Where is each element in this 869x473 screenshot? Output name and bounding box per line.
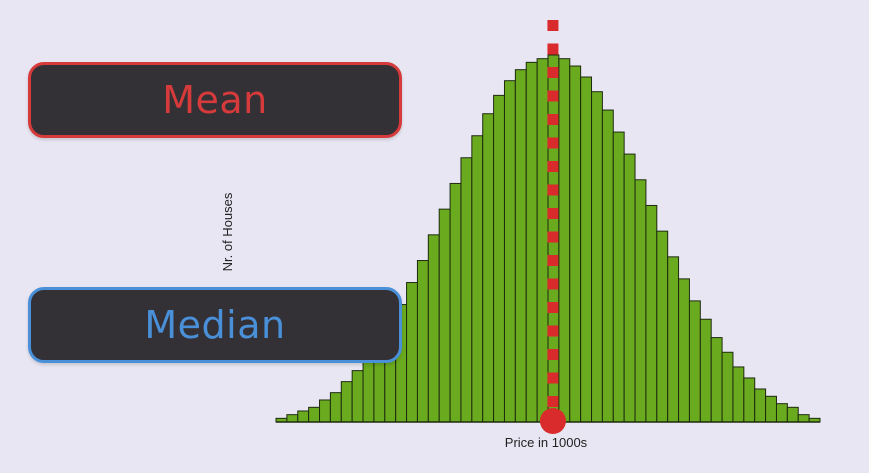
center-line-dash [547,90,559,102]
histogram-bar [297,410,310,423]
histogram-bar [645,204,658,423]
histogram-bar [319,399,331,423]
histogram-bar [732,366,745,423]
histogram-bar [678,278,690,423]
center-line-dash [547,349,559,360]
center-line-dash [547,137,559,149]
center-line-dash [547,372,559,384]
histogram-bar [525,61,538,423]
histogram-bar [514,69,527,423]
histogram-bar [688,300,701,423]
histogram-bar [797,414,810,423]
median-label: Median [144,303,286,347]
histogram-bar [286,414,299,423]
histogram-bar [786,406,799,423]
center-line-dash [547,208,559,219]
center-line-dash [547,396,559,407]
histogram-bar [667,256,680,423]
histogram-bar [710,337,723,423]
histogram-bar [536,58,549,423]
histogram-bar [754,388,767,423]
histogram-bar [612,131,625,423]
histogram-bar [362,355,375,423]
center-line-dash [547,114,559,125]
histogram-bar [416,260,429,423]
histogram-bar [765,395,777,423]
histogram-bar [329,392,342,423]
histogram-bar [623,153,636,423]
histogram-bar [460,157,473,423]
histogram-bar [438,208,451,423]
histogram-bar [569,65,582,423]
histogram-bar [656,230,669,423]
histogram-bar [340,381,353,423]
histogram-bar [503,80,516,423]
histogram-bars [275,54,821,423]
mean-label: Mean [162,78,268,122]
center-line-dash [547,43,559,55]
histogram-bar [699,318,712,423]
histogram-bar [449,182,462,423]
center-line-dash [547,67,559,78]
center-line-dash [547,278,559,290]
center-line-dash [547,161,559,172]
center-dashed-line [547,20,559,407]
x-axis-label: Price in 1000s [505,435,588,450]
center-marker-dot [539,408,566,434]
histogram-bar [427,234,440,423]
center-line-dash [547,20,559,31]
histogram-bar [601,109,614,423]
histogram-bar [634,179,647,423]
center-line-dash [547,325,559,337]
histogram-bar [580,76,593,423]
median-label-box: Median [28,287,402,363]
center-line-dash [547,302,559,313]
histogram-bar [558,58,571,423]
center-line-dash [547,255,559,266]
center-line-dash [547,231,559,243]
histogram-bar [591,91,603,423]
histogram-bar [351,370,364,423]
mean-label-box: Mean [28,62,402,138]
histogram-bar [482,113,495,423]
histogram-bar [471,135,484,423]
histogram-bar [493,94,505,423]
y-axis-label: Nr. of Houses [220,192,235,271]
histogram-bar [721,351,734,423]
center-line-dash [547,184,559,196]
histogram-bar [743,377,756,423]
histogram-bar [406,282,418,423]
histogram-bar [308,406,321,423]
histogram-bar [775,403,788,423]
